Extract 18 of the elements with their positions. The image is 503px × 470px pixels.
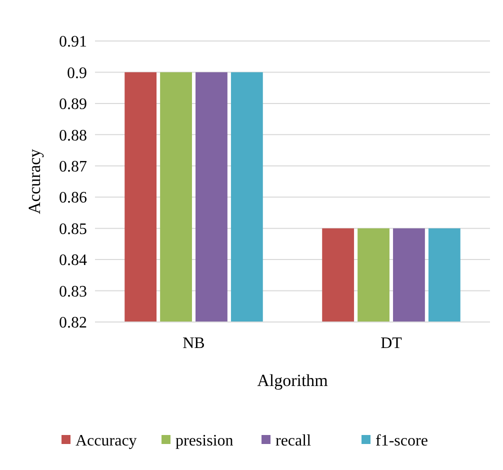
- x-tick-label: DT: [380, 335, 402, 352]
- y-tick-label: 0.91: [59, 34, 87, 51]
- y-tick-label: 0.84: [59, 252, 87, 270]
- y-tick-label: 0.9: [67, 64, 87, 82]
- y-tick-label: 0.86: [59, 190, 87, 207]
- y-tick-label: 0.89: [59, 96, 87, 114]
- legend-label: f1-score: [376, 432, 428, 450]
- y-tick-label: 0.87: [59, 158, 87, 176]
- y-tick-label: 0.83: [59, 283, 87, 300]
- legend-label: recall: [276, 432, 312, 450]
- legend-label: Accuracy: [76, 432, 137, 450]
- y-tick-label: 0.85: [59, 220, 87, 238]
- y-axis-title: Accuracy: [25, 148, 44, 214]
- y-tick-label: 0.88: [59, 127, 87, 144]
- x-tick-label: NB: [182, 335, 205, 352]
- y-tick-label: 0.82: [59, 314, 87, 332]
- x-axis-title: Algorithm: [257, 371, 328, 390]
- legend-label: presision: [176, 432, 234, 450]
